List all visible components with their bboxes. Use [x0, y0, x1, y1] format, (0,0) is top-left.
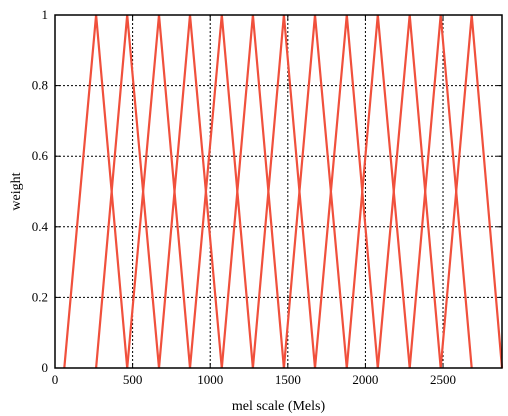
plot-frame — [54, 14, 503, 369]
axis-ticks: 0 500 1000 1500 2000 2500 0 0.2 0.4 0.6 0.8 1 — [32, 7, 502, 387]
x-tick-label: 1500 — [275, 372, 301, 387]
filter-series-4 — [157, 14, 223, 369]
x-tick-label: 0 — [52, 372, 59, 387]
y-tick-label: 0.8 — [32, 78, 48, 93]
y-tick-label: 0.6 — [32, 148, 49, 163]
filter-series-8 — [282, 14, 348, 369]
y-tick-label: 1 — [42, 7, 49, 22]
y-tick-label: 0 — [42, 360, 49, 375]
series-lines — [63, 14, 504, 369]
filter-series-1 — [63, 14, 129, 369]
filter-series-10 — [345, 14, 411, 369]
filter-series-12 — [408, 14, 473, 369]
y-tick-label: 0.2 — [32, 289, 48, 304]
x-axis-label: mel scale (Mels) — [232, 399, 326, 414]
x-tick-label: 500 — [123, 372, 143, 387]
filter-series-13 — [439, 14, 504, 369]
filter-series-2 — [95, 14, 161, 369]
filter-series-9 — [313, 14, 379, 369]
x-tick-label: 2000 — [352, 372, 378, 387]
y-axis-label: weight — [9, 172, 24, 210]
filter-series-5 — [188, 14, 254, 369]
filter-series-3 — [126, 14, 192, 369]
x-tick-label: 1000 — [197, 372, 223, 387]
x-tick-label: 2500 — [430, 372, 456, 387]
filter-series-7 — [251, 14, 317, 369]
y-tick-label: 0.4 — [32, 219, 49, 234]
filter-series-6 — [220, 14, 285, 369]
filter-series-11 — [376, 14, 442, 369]
